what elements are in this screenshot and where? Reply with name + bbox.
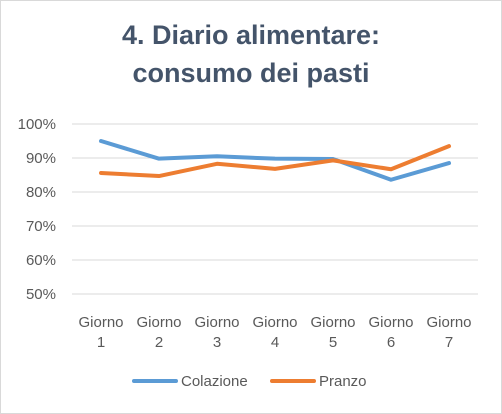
x-tick-label: 1 (97, 334, 105, 351)
legend-label-colazione: Colazione (181, 373, 248, 390)
x-tick-label: Giorno (252, 314, 297, 331)
x-tick-label: 3 (213, 334, 221, 351)
x-axis: Giorno 1 Giorno 2 Giorno 3 Giorno 4 Giorno 5 Giorn… (78, 314, 471, 351)
x-tick-label: Giorno (426, 314, 471, 331)
y-tick-label: 90% (26, 150, 56, 167)
x-tick-label: Giorno (136, 314, 181, 331)
y-tick-label: 80% (26, 184, 56, 201)
chart-title-line-1: 4. Diario alimentare: (121, 20, 381, 50)
chart-title-line-2: consumo dei pasti (132, 58, 370, 88)
chart-title: 4. Diario alimentare: consumo dei pasti (0, 16, 502, 92)
series-lines (99, 139, 451, 182)
y-tick-label: 70% (26, 218, 56, 235)
x-tick-label: Giorno (194, 314, 239, 331)
x-tick-label: Giorno (368, 314, 413, 331)
legend: Colazione Pranzo (132, 373, 367, 390)
series-line-pranzo (99, 144, 451, 179)
x-tick-label: 6 (387, 334, 395, 351)
x-tick-label: 5 (329, 334, 337, 351)
y-axis: 100% 90% 80% 70% 60% 50% (18, 116, 56, 303)
x-tick-label: 7 (445, 334, 453, 351)
x-tick-label: Giorno (78, 314, 123, 331)
y-tick-label: 100% (18, 116, 56, 133)
series-line-colazione (99, 139, 451, 182)
legend-label-pranzo: Pranzo (319, 373, 367, 390)
x-tick-label: Giorno (310, 314, 355, 331)
y-tick-label: 60% (26, 252, 56, 269)
x-tick-label: 4 (271, 334, 279, 351)
x-tick-label: 2 (155, 334, 163, 351)
y-tick-label: 50% (26, 286, 56, 303)
